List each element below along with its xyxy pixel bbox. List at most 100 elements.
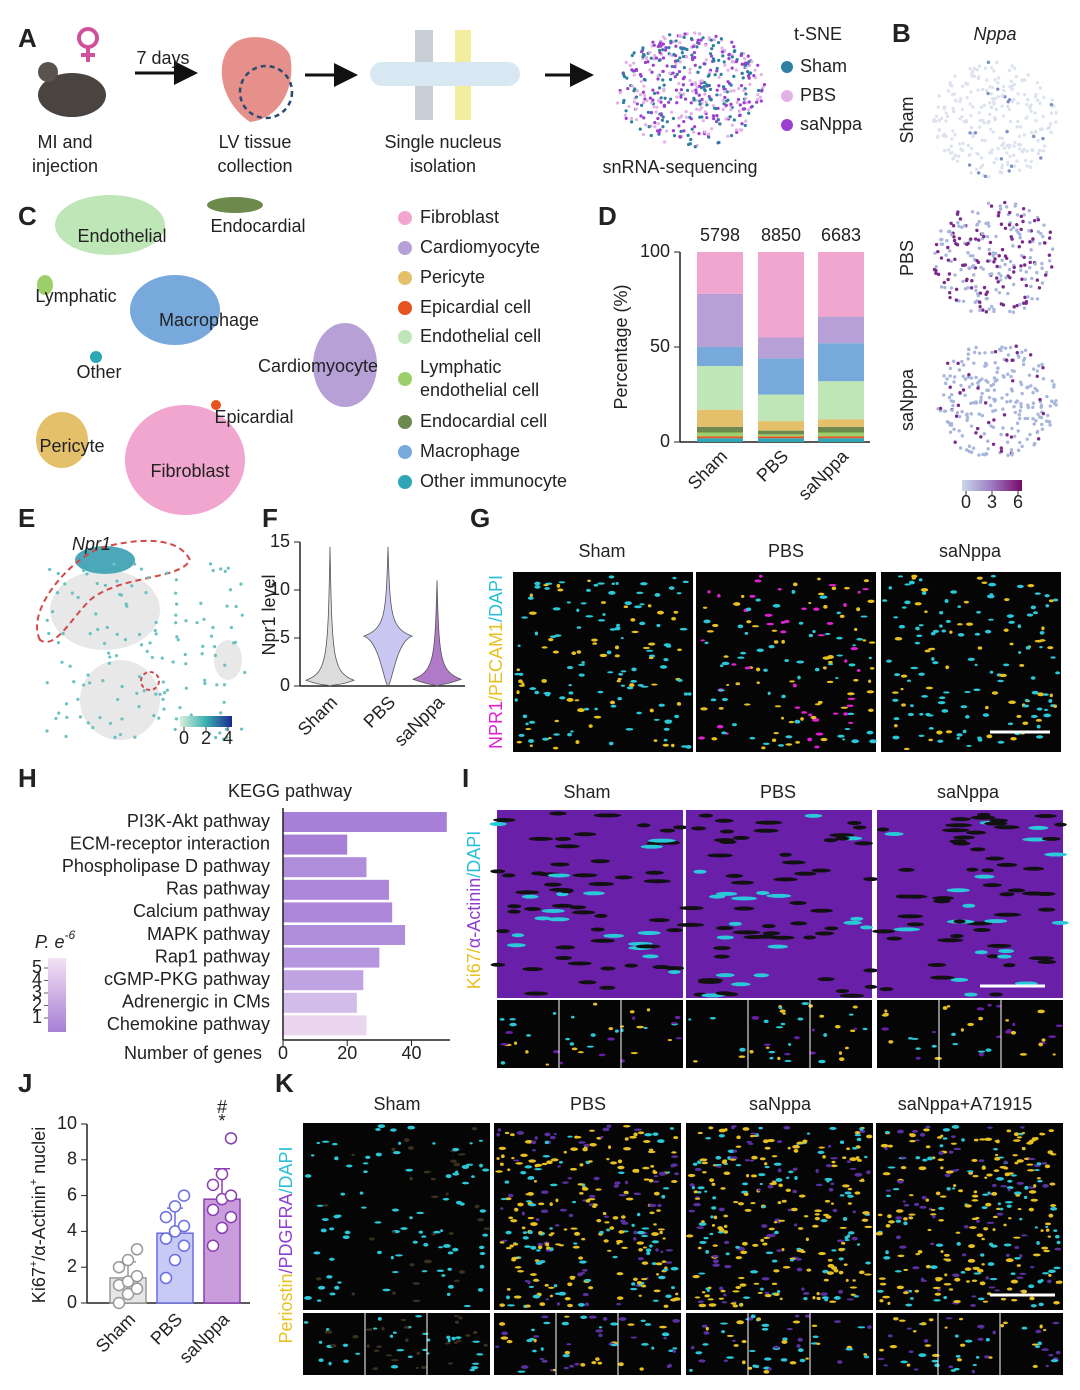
tsne-dot — [698, 99, 702, 103]
tsne-dot — [161, 680, 165, 684]
cell — [443, 1244, 451, 1248]
label-part: nuclei — [29, 1127, 49, 1179]
tsne-dot — [145, 649, 149, 653]
tsne-dot — [707, 83, 711, 88]
tsne-dot — [739, 53, 743, 58]
cell — [318, 1340, 323, 1344]
cell — [1043, 1249, 1051, 1253]
tsne-dot — [684, 109, 688, 114]
cell — [697, 1191, 702, 1194]
tsne-dot — [715, 113, 719, 118]
cell — [781, 639, 785, 644]
fiber — [637, 930, 661, 935]
cell — [1037, 692, 1044, 697]
fiber — [754, 820, 783, 825]
tsne-dot — [690, 82, 694, 87]
tsne-dot — [946, 258, 951, 262]
cell — [707, 1286, 712, 1289]
tsne-dot — [978, 291, 983, 295]
cell — [646, 1008, 651, 1012]
cell — [815, 1169, 819, 1173]
colorbar-label: 2 — [201, 728, 211, 748]
column-title: saNppa+A71915 — [898, 1094, 1033, 1114]
cell — [545, 1063, 550, 1066]
tsne-dot — [639, 79, 643, 84]
fiber — [648, 838, 676, 843]
cell — [749, 1159, 754, 1162]
cell — [1031, 690, 1039, 695]
cell — [981, 1237, 985, 1241]
point — [206, 1178, 220, 1192]
cell — [1004, 598, 1010, 602]
colorbar-label: 4 — [223, 728, 233, 748]
cell — [827, 1263, 835, 1268]
cell — [587, 579, 591, 582]
cell — [1045, 1228, 1050, 1232]
mouse-ear — [38, 62, 58, 82]
tsne-dot — [199, 601, 203, 605]
cell — [576, 626, 582, 629]
tsne-dot — [996, 366, 1000, 370]
cell — [856, 669, 861, 672]
cell — [844, 1046, 849, 1050]
y-tick-label: cGMP-PKG pathway — [104, 969, 270, 989]
cell — [852, 644, 856, 647]
tsne-dot — [698, 65, 702, 69]
cell — [927, 1228, 932, 1232]
cell — [866, 1134, 873, 1139]
cell — [978, 1016, 984, 1021]
cell — [589, 1129, 595, 1132]
cell — [1019, 1053, 1028, 1056]
fiber — [884, 831, 904, 836]
cell — [633, 1132, 638, 1137]
tsne-dot — [628, 64, 632, 68]
row-label: saNppa — [897, 368, 917, 431]
tsne-dot — [1048, 404, 1052, 408]
tsne-dot — [45, 681, 49, 685]
cell — [907, 712, 914, 717]
cell — [335, 1214, 342, 1218]
cell — [578, 663, 586, 666]
tsne-dot — [682, 66, 686, 70]
cell — [968, 1171, 974, 1175]
cell — [316, 1204, 324, 1207]
tsne-dot — [729, 89, 733, 93]
y-tick-label: 100 — [640, 241, 670, 261]
count-label: 8850 — [761, 225, 801, 245]
cell — [718, 1297, 724, 1300]
tsne-dot — [1031, 390, 1035, 395]
tsne-dot — [153, 628, 157, 633]
cell — [711, 1206, 717, 1210]
cell — [528, 739, 535, 743]
micrograph — [303, 1313, 490, 1375]
tsne-dot — [697, 31, 701, 36]
cell — [392, 1331, 397, 1334]
tsne-dot — [744, 101, 748, 105]
cell — [641, 1261, 649, 1265]
cell — [1002, 1321, 1008, 1325]
cell — [530, 1222, 538, 1227]
cell — [788, 1042, 792, 1046]
cell — [987, 594, 995, 599]
cell — [900, 687, 904, 691]
tsne-dot — [1000, 163, 1005, 168]
cell — [977, 736, 982, 740]
cell — [755, 1133, 759, 1137]
cell — [971, 1369, 976, 1374]
tsne-dot — [973, 131, 978, 135]
cell — [765, 1046, 770, 1049]
cell — [866, 1170, 871, 1175]
tsne-dot — [1049, 111, 1054, 115]
tsne-dot — [120, 684, 124, 689]
cell — [1034, 592, 1041, 595]
cell — [986, 734, 993, 739]
cell — [989, 1277, 998, 1281]
cell — [580, 1271, 586, 1275]
cell — [991, 1191, 998, 1196]
tsne-dot — [988, 403, 993, 408]
fiber — [933, 899, 951, 904]
tsne-dot — [959, 97, 963, 101]
cell — [742, 1296, 751, 1299]
cell — [748, 1366, 753, 1370]
